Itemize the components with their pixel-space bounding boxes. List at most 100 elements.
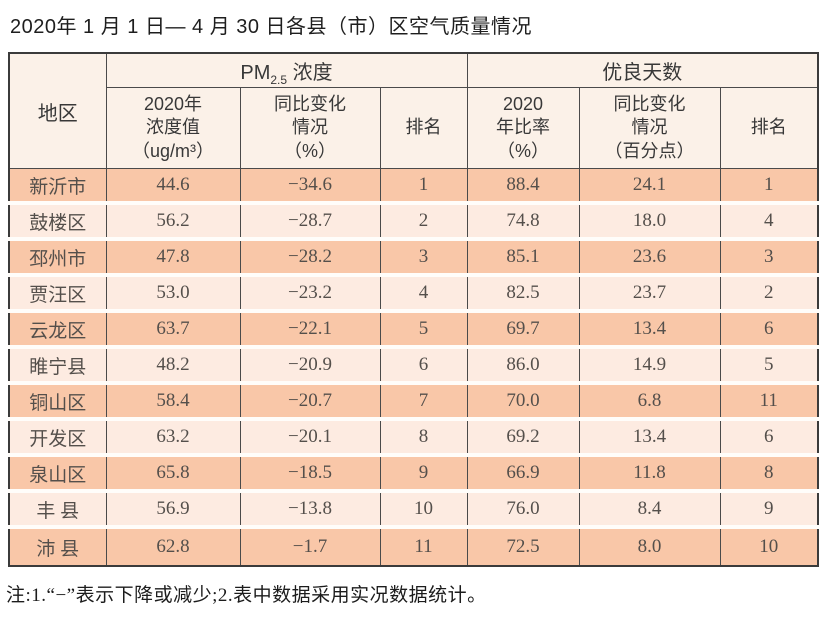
pm25-change-cell: −34.6	[240, 168, 381, 205]
table-header: 地区 PM2.5 浓度 优良天数 2020年 浓度值 （ug/m³） 同比变化 …	[8, 52, 819, 169]
table-row: 睢宁县 48.2 −20.9 6 86.0 14.9 5	[8, 347, 819, 385]
pm25-value-cell: 47.8	[106, 239, 241, 277]
good-rank-cell: 6	[720, 311, 819, 349]
good-rank-cell: 8	[720, 455, 819, 493]
good-rate-cell: 69.2	[467, 419, 580, 457]
pm25-label-suffix: 浓度	[287, 62, 333, 84]
good-rate-cell: 74.8	[467, 203, 580, 241]
good-rank-cell: 9	[720, 491, 819, 529]
header-pm25-rank: 排名	[379, 87, 468, 169]
pm25-rank-cell: 9	[380, 455, 468, 493]
pm25-value-cell: 63.2	[106, 419, 241, 457]
good-rank-cell: 6	[720, 419, 819, 457]
region-cell: 开发区	[8, 419, 107, 457]
good-change-cell: 13.4	[579, 311, 721, 349]
table-row: 丰 县 56.9 −13.8 10 76.0 8.4 9	[8, 491, 819, 529]
pm25-rank-cell: 4	[380, 275, 468, 313]
pm25-rank-cell: 10	[380, 491, 468, 529]
footnote: 注:1.“−”表示下降或减少;2.表中数据采用实况数据统计。	[6, 585, 487, 606]
table-row: 铜山区 58.4 −20.7 7 70.0 6.8 11	[8, 383, 819, 421]
header-pm25-group: PM2.5 浓度	[105, 52, 468, 88]
table-row: 新沂市 44.6 −34.6 1 88.4 24.1 1	[8, 168, 819, 205]
good-change-cell: 6.8	[579, 383, 721, 421]
pm25-label-prefix: PM	[240, 62, 271, 84]
header-pm25-change: 同比变化 情况 （%）	[239, 87, 381, 169]
pm25-change-cell: −20.7	[240, 383, 381, 421]
good-change-cell: 24.1	[579, 168, 721, 205]
table-row: 云龙区 63.7 −22.1 5 69.7 13.4 6	[8, 311, 819, 349]
header-good-rate: 2020 年比率 （%）	[466, 87, 580, 169]
pm25-label-subscript: 2.5	[270, 73, 288, 87]
header-pm25-value: 2020年 浓度值 （ug/m³）	[105, 87, 241, 169]
table-row: 邳州市 47.8 −28.2 3 85.1 23.6 3	[8, 239, 819, 277]
good-change-cell: 14.9	[579, 347, 721, 385]
pm25-rank-cell: 7	[380, 383, 468, 421]
region-cell: 鼓楼区	[8, 203, 107, 241]
pm25-change-cell: −28.2	[240, 239, 381, 277]
header-good-rank: 排名	[719, 87, 819, 169]
good-rank-cell: 11	[720, 383, 819, 421]
pm25-change-cell: −23.2	[240, 275, 381, 313]
good-rank-cell: 1	[720, 168, 819, 205]
table-body: 新沂市 44.6 −34.6 1 88.4 24.1 1 鼓楼区 56.2 −2…	[8, 168, 819, 566]
region-cell: 邳州市	[8, 239, 107, 277]
pm25-value-cell: 56.2	[106, 203, 241, 241]
header-sub-row: 2020年 浓度值 （ug/m³） 同比变化 情况 （%） 排名 2020 年比…	[9, 87, 819, 169]
pm25-rank-cell: 1	[380, 168, 468, 205]
good-rate-cell: 85.1	[467, 239, 580, 277]
pm25-value-cell: 65.8	[106, 455, 241, 493]
pm25-value-cell: 44.6	[106, 168, 241, 205]
table-row: 贾汪区 53.0 −23.2 4 82.5 23.7 2	[8, 275, 819, 313]
good-rate-cell: 82.5	[467, 275, 580, 313]
good-rank-cell: 4	[720, 203, 819, 241]
pm25-rank-cell: 11	[380, 527, 468, 566]
table-row: 泉山区 65.8 −18.5 9 66.9 11.8 8	[8, 455, 819, 493]
table-row: 沛 县 62.8 −1.7 11 72.5 8.0 10	[8, 527, 819, 566]
good-rate-cell: 76.0	[467, 491, 580, 529]
good-change-cell: 11.8	[579, 455, 721, 493]
air-quality-table: 地区 PM2.5 浓度 优良天数 2020年 浓度值 （ug/m³） 同比变化 …	[8, 52, 820, 567]
good-rate-cell: 86.0	[467, 347, 580, 385]
pm25-value-cell: 56.9	[106, 491, 241, 529]
pm25-value-cell: 62.8	[106, 527, 241, 566]
pm25-change-cell: −28.7	[240, 203, 381, 241]
good-change-cell: 18.0	[579, 203, 721, 241]
page-title: 2020年 1 月 1 日— 4 月 30 日各县（市）区空气质量情况	[10, 16, 533, 38]
good-rank-cell: 3	[720, 239, 819, 277]
page: 2020年 1 月 1 日— 4 月 30 日各县（市）区空气质量情况 地区 P…	[0, 10, 825, 620]
region-cell: 新沂市	[8, 168, 107, 205]
pm25-rank-cell: 8	[380, 419, 468, 457]
good-rank-cell: 2	[720, 275, 819, 313]
region-cell: 泉山区	[8, 455, 107, 493]
good-rank-cell: 10	[720, 527, 819, 566]
good-rate-cell: 66.9	[467, 455, 580, 493]
region-cell: 铜山区	[8, 383, 107, 421]
good-rate-cell: 70.0	[467, 383, 580, 421]
pm25-rank-cell: 2	[380, 203, 468, 241]
region-cell: 沛 县	[8, 527, 107, 566]
good-change-cell: 23.6	[579, 239, 721, 277]
good-rate-cell: 88.4	[467, 168, 580, 205]
good-rate-cell: 72.5	[467, 527, 580, 566]
pm25-rank-cell: 3	[380, 239, 468, 277]
pm25-change-cell: −20.1	[240, 419, 381, 457]
pm25-rank-cell: 6	[380, 347, 468, 385]
header-group-row: 地区 PM2.5 浓度 优良天数	[8, 52, 819, 169]
pm25-value-cell: 63.7	[106, 311, 241, 349]
region-cell: 云龙区	[8, 311, 107, 349]
pm25-change-cell: −13.8	[240, 491, 381, 529]
region-cell: 睢宁县	[8, 347, 107, 385]
pm25-change-cell: −18.5	[240, 455, 381, 493]
pm25-value-cell: 48.2	[106, 347, 241, 385]
pm25-value-cell: 58.4	[106, 383, 241, 421]
header-region: 地区	[8, 52, 107, 169]
pm25-change-cell: −20.9	[240, 347, 381, 385]
header-good-days-group: 优良天数	[466, 52, 819, 88]
pm25-change-cell: −1.7	[240, 527, 381, 566]
table-row: 鼓楼区 56.2 −28.7 2 74.8 18.0 4	[8, 203, 819, 241]
header-good-change: 同比变化 情况 （百分点）	[578, 87, 721, 169]
good-change-cell: 8.0	[579, 527, 721, 566]
good-rate-cell: 69.7	[467, 311, 580, 349]
good-change-cell: 13.4	[579, 419, 721, 457]
pm25-change-cell: −22.1	[240, 311, 381, 349]
